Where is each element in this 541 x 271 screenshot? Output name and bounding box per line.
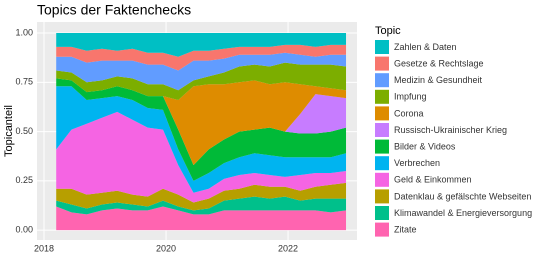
legend-key [375,172,389,187]
y-tick-label: 0.00 [15,225,33,235]
legend-label: Russisch-Ukrainischer Krieg [394,125,507,135]
y-axis-title: Topicanteil [3,105,15,157]
area [56,86,347,193]
area [56,196,347,215]
x-tick-label: 2020 [156,243,176,253]
area [56,62,347,101]
y-tick-label: 0.75 [15,77,33,87]
legend-key [375,106,389,121]
y-tick-label: 0.50 [15,126,33,136]
legend-key [375,40,389,54]
x-tick-label: 2018 [34,243,54,253]
area [56,33,347,57]
legend-key [375,89,389,104]
area [56,111,347,203]
legend-label: Bilder & Videos [394,141,456,151]
legend-key [375,139,389,154]
legend-key [375,56,389,71]
area [56,182,347,211]
y-tick-label: 1.00 [15,27,33,37]
y-tick-label: 0.25 [15,175,33,185]
legend-key [375,222,389,237]
legend-label: Gesetze & Rechtslage [394,58,484,68]
legend-label: Geld & Einkommen [394,175,472,185]
legend-label: Corona [394,108,424,118]
area [56,52,347,91]
legend-label: Zitate [394,224,417,234]
legend-key [375,73,389,88]
legend-label: Verbrechen [394,158,440,168]
chart-title: Topics der Faktenchecks [37,2,191,18]
area [56,78,347,181]
legend-label: Datenklau & gefälschte Webseiten [394,191,531,201]
area [56,78,347,166]
x-tick-label: 2022 [278,243,298,253]
legend-label: Medizin & Gesundheit [394,75,483,85]
legend-key [375,189,389,204]
legend-key [375,156,389,171]
legend-title: Topic [375,25,401,37]
area [56,44,347,71]
area [56,206,347,231]
legend-key [375,206,389,220]
legend-label: Impfung [394,92,427,102]
legend-key [375,123,389,137]
legend-label: Zahlen & Daten [394,42,457,52]
legend-label: Klimawandel & Energieversorgung [394,208,532,218]
